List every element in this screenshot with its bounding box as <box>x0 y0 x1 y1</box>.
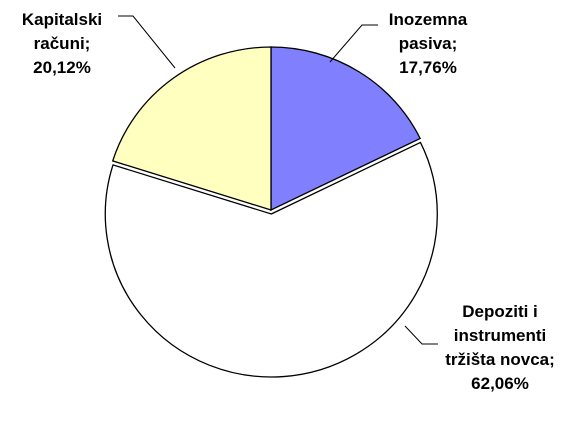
leader-line <box>118 15 176 69</box>
slice-label: Kapitalski računi; 20,12% <box>0 8 124 80</box>
leader-line <box>404 325 438 345</box>
category-name: Kapitalski računi; <box>21 10 103 53</box>
pie-slice <box>270 46 422 212</box>
pie-slice <box>104 141 438 378</box>
category-name: Depoziti i instrumenti tržišta novca; <box>445 302 555 369</box>
value-label: 62,06% <box>471 374 529 393</box>
pie-slice <box>111 46 272 211</box>
slice-label: Inozemna pasiva; 17,76% <box>368 8 488 80</box>
leader-line <box>329 24 378 63</box>
value-label: 17,76% <box>399 58 457 77</box>
slice-label: Depoziti i instrumenti tržišta novca; 62,… <box>430 300 570 396</box>
category-name: Inozemna pasiva; <box>388 10 468 53</box>
value-label: 20,12% <box>33 58 91 77</box>
